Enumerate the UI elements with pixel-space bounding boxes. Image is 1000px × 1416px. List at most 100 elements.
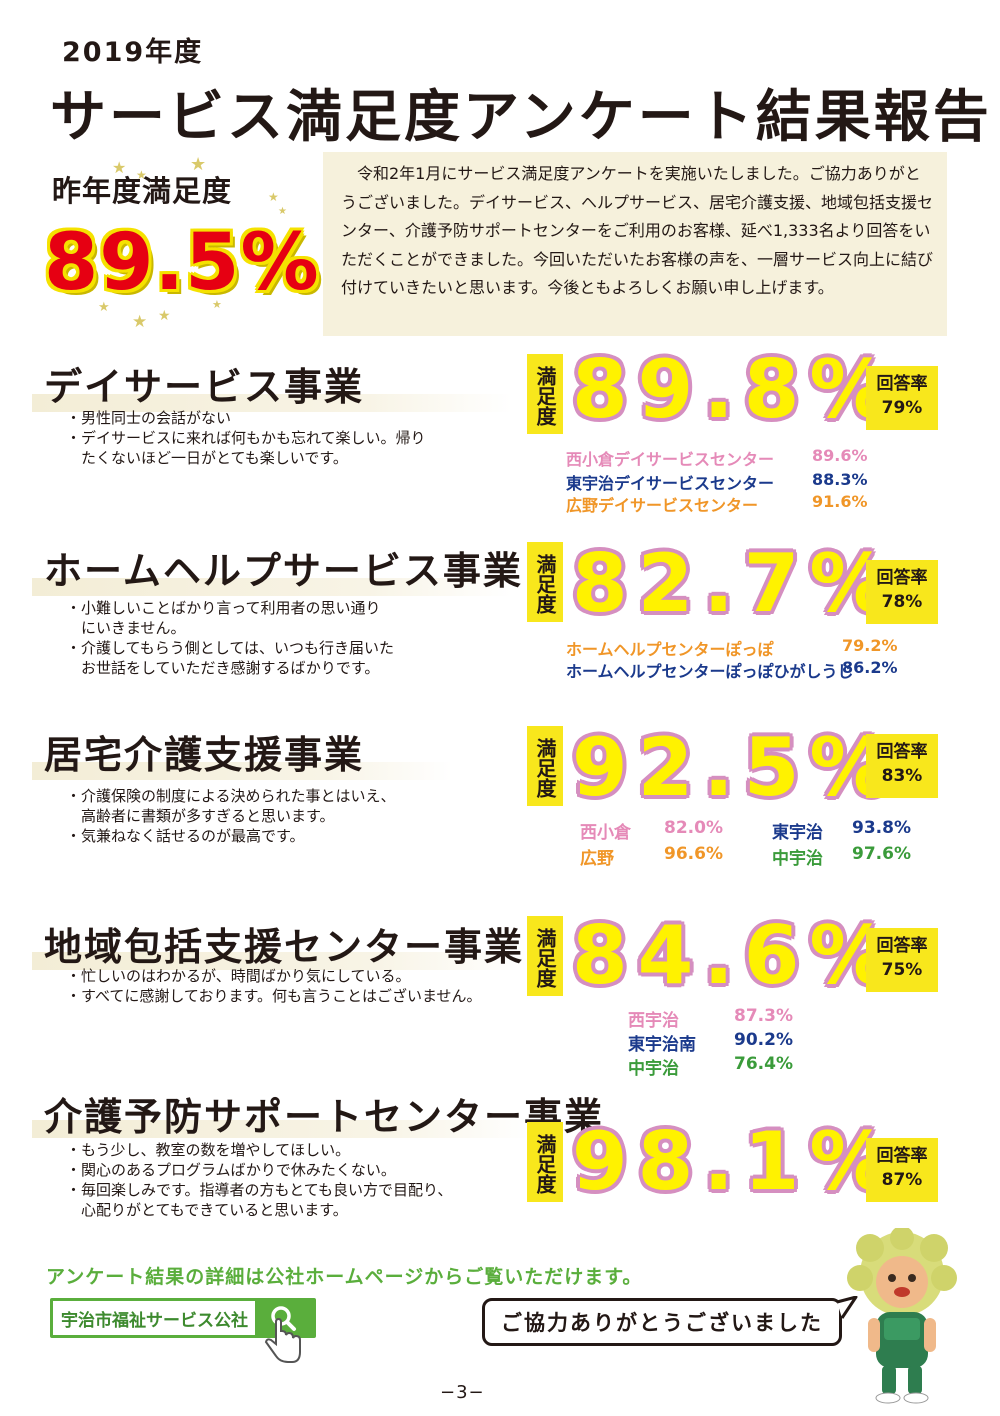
comment-line: ・気兼ねなく話せるのが最高です。: [66, 827, 305, 845]
response-rate-box: 回答率 79%: [866, 366, 938, 430]
breakdown-name: 広野: [580, 849, 614, 869]
satisfaction-value: 82.7%: [572, 537, 900, 630]
thanks-speech-bubble: ご協力ありがとうございました: [482, 1298, 842, 1346]
breakdown-value: 96.6%: [664, 844, 723, 864]
star-icon: ★: [136, 168, 147, 182]
breakdown-value: 79.2%: [842, 636, 898, 655]
response-rate-label: 回答率: [876, 568, 928, 588]
response-rate-label: 回答率: [876, 742, 928, 762]
response-rate-value: 79%: [881, 398, 923, 418]
satisfaction-label: 満足度: [527, 542, 563, 622]
response-rate-label: 回答率: [876, 374, 928, 394]
comment-list: ・もう少し、教室の数を増やしてほしい。 ・関心のあるプログラムばかりで休みたくな…: [66, 1140, 452, 1220]
satisfaction-label: 満足度: [527, 1122, 563, 1202]
last-year-label: 昨年度満足度: [52, 174, 233, 208]
section-title: ホームヘルプサービス事業: [44, 549, 523, 593]
section-care-prevention: 介護予防サポートセンター事業 ・もう少し、教室の数を増やしてほしい。 ・関心のあ…: [0, 1084, 1000, 1244]
satisfaction-label: 満足度: [527, 726, 563, 806]
breakdown-value: 88.3%: [812, 470, 868, 489]
section-home-care-support: 居宅介護支援事業 ・介護保険の制度による決められた事とはいえ、 高齢者に書類が多…: [0, 716, 1000, 876]
comment-line: ・もう少し、教室の数を増やしてほしい。: [66, 1141, 351, 1159]
star-icon: ★: [278, 206, 287, 217]
comment-line: ・介護保険の制度による決められた事とはいえ、: [66, 787, 396, 805]
page-title: サービス満足度アンケート結果報告: [50, 85, 992, 150]
website-search-box[interactable]: 宇治市福祉サービス公社: [50, 1298, 316, 1338]
breakdown-name: 西小倉デイサービスセンター: [566, 450, 775, 469]
comment-list: ・忙しいのはわかるが、時間ばかり気にしている。 ・すべてに感謝しております。何も…: [66, 966, 482, 1006]
satisfaction-value: 89.8%: [572, 343, 900, 436]
comment-list: ・介護保険の制度による決められた事とはいえ、 高齢者に書類が多すぎると思います。…: [66, 786, 396, 846]
breakdown-value: 86.2%: [842, 658, 898, 677]
breakdown-name: 中宇治: [772, 849, 823, 869]
comment-line: ・介護してもらう側としては、いつも行き届いた: [66, 639, 395, 657]
last-year-value: 89.5%: [44, 218, 320, 308]
comment-line: にいきません。: [66, 619, 186, 637]
pointer-hand-icon: [264, 1318, 301, 1363]
breakdown-value: 82.0%: [664, 818, 723, 838]
response-rate-value: 83%: [881, 766, 923, 786]
section-title: 居宅介護支援事業: [44, 733, 365, 777]
breakdown-value: 90.2%: [734, 1030, 793, 1050]
breakdown-name: 東宇治: [772, 823, 823, 843]
search-text: 宇治市福祉サービス公社: [61, 1310, 248, 1331]
response-rate-box: 回答率 75%: [866, 928, 938, 992]
section-day-service: デイサービス事業 ・男性同士の会話がない ・デイサービスに来れば何もかも忘れて楽…: [0, 350, 1000, 520]
comment-line: 心配りがとてもできていると思います。: [66, 1201, 348, 1219]
comment-line: たくないほど一日がとても楽しいです。: [66, 449, 348, 467]
breakdown-value: 76.4%: [734, 1054, 793, 1074]
comment-line: ・小難しいことばかり言って利用者の思い通り: [66, 599, 381, 617]
breakdown-value: 89.6%: [812, 446, 868, 465]
response-rate-box: 回答率 83%: [866, 734, 938, 798]
star-icon: ★: [132, 312, 148, 332]
star-icon: ★: [98, 300, 110, 315]
comment-line: ・すべてに感謝しております。何も言うことはございません。: [66, 987, 482, 1005]
response-rate-value: 87%: [881, 1170, 923, 1190]
response-rate-value: 78%: [881, 592, 923, 612]
section-title: デイサービス事業: [44, 365, 365, 409]
breakdown-value: 91.6%: [812, 492, 868, 511]
response-rate-label: 回答率: [876, 1146, 928, 1166]
page-number: −3−: [440, 1382, 485, 1403]
comment-list: ・小難しいことばかり言って利用者の思い通り にいきません。 ・介護してもらう側と…: [66, 598, 394, 678]
comment-line: 高齢者に書類が多すぎると思います。: [66, 807, 335, 825]
satisfaction-label: 満足度: [527, 916, 563, 996]
search-button[interactable]: [255, 1301, 313, 1335]
breakdown-value: 87.3%: [734, 1006, 793, 1026]
star-icon: ★: [158, 308, 171, 324]
footer-note: アンケート結果の詳細は公社ホームページからご覧いただけます。: [46, 1266, 643, 1288]
response-rate-value: 75%: [881, 960, 923, 980]
satisfaction-value: 84.6%: [572, 909, 900, 1002]
comment-line: ・忙しいのはわかるが、時間ばかり気にしている。: [66, 967, 411, 985]
breakdown-name: 東宇治南: [628, 1035, 696, 1055]
speech-bubble-tail: [836, 1296, 858, 1319]
star-icon: ★: [268, 190, 279, 204]
comment-line: ・男性同士の会話がない: [66, 409, 232, 427]
comment-line: ・関心のあるプログラムばかりで休みたくない。: [66, 1161, 396, 1179]
breakdown-name: 東宇治デイサービスセンター: [566, 474, 775, 493]
satisfaction-value: 98.1%: [572, 1115, 900, 1208]
breakdown-name: ホームヘルプセンターぽっぽひがしうじ: [566, 662, 854, 681]
star-icon: ★: [212, 298, 222, 311]
breakdown-name: 広野デイサービスセンター: [566, 496, 759, 515]
breakdown-name: 西宇治: [628, 1011, 679, 1031]
satisfaction-value: 92.5%: [572, 721, 900, 814]
breakdown-name: 中宇治: [628, 1059, 679, 1079]
response-rate-box: 回答率 87%: [866, 1138, 938, 1202]
section-title: 介護予防サポートセンター事業: [44, 1095, 605, 1139]
section-community-support: 地域包括支援センター事業 ・忙しいのはわかるが、時間ばかり気にしている。 ・すべ…: [0, 906, 1000, 1079]
breakdown-value: 93.8%: [852, 818, 911, 838]
breakdown-value: 97.6%: [852, 844, 911, 864]
report-year: 2019年度: [62, 37, 204, 68]
mascot-illustration: [847, 1228, 957, 1404]
star-icon: ★: [190, 154, 207, 175]
section-home-help: ホームヘルプサービス事業 ・小難しいことばかり言って利用者の思い通り にいきませ…: [0, 536, 1000, 696]
breakdown-name: 西小倉: [580, 823, 631, 843]
intro-paragraph: 令和2年1月にサービス満足度アンケートを実施いたしました。ご協力ありがとうござい…: [323, 152, 947, 336]
comment-line: ・デイサービスに来れば何もかも忘れて楽しい。帰り: [66, 429, 426, 447]
last-year-satisfaction: ★ ★ ★ ★ ★ ★ ★ ★ ★ 昨年度満足度 89.5%: [40, 154, 319, 340]
section-title: 地域包括支援センター事業: [44, 925, 525, 969]
comment-line: ・毎回楽しみです。指導者の方もとても良い方で目配り、: [66, 1181, 453, 1199]
satisfaction-label: 満足度: [527, 354, 563, 434]
comment-line: お世話をしていただき感謝するばかりです。: [66, 659, 380, 677]
